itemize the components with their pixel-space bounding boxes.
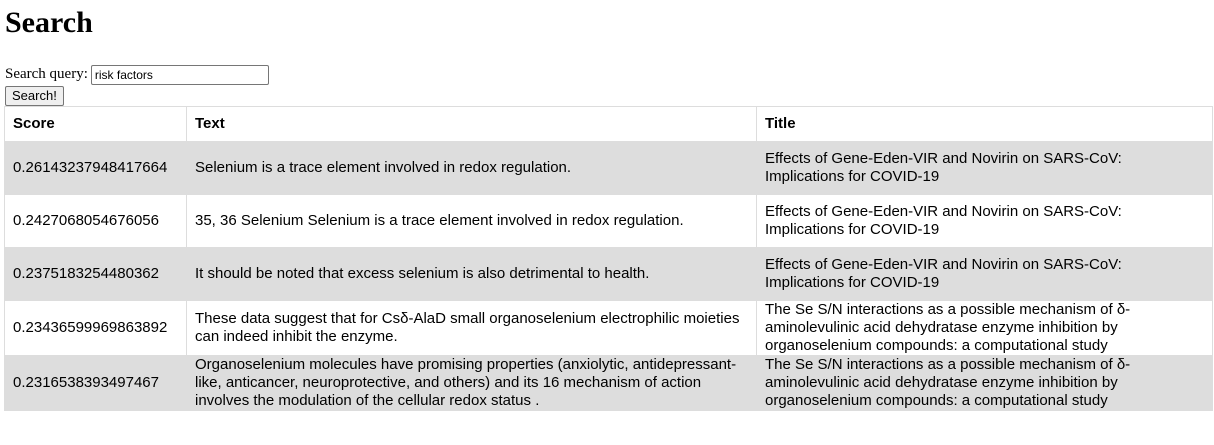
cell-score: 0.26143237948417664 bbox=[4, 141, 187, 195]
table-header-row: Score Text Title bbox=[4, 106, 1213, 142]
search-button[interactable]: Search! bbox=[5, 86, 64, 106]
header-score: Score bbox=[4, 106, 187, 142]
search-query-label: Search query: bbox=[5, 66, 88, 82]
cell-score: 0.2316538393497467 bbox=[4, 355, 187, 411]
cell-text: Selenium is a trace element involved in … bbox=[186, 141, 757, 195]
cell-text: These data suggest that for Csδ-AlaD sma… bbox=[186, 300, 757, 356]
cell-title: Effects of Gene-Eden-VIR and Novirin on … bbox=[756, 141, 1213, 195]
table-row: 0.23436599969863892 These data suggest t… bbox=[4, 300, 1213, 356]
cell-text: Organoselenium molecules have promising … bbox=[186, 355, 757, 411]
table-row: 0.2375183254480362 It should be noted th… bbox=[4, 247, 1213, 301]
header-title: Title bbox=[756, 106, 1213, 142]
results-table: Score Text Title 0.26143237948417664 Sel… bbox=[4, 106, 1213, 411]
header-text: Text bbox=[186, 106, 757, 142]
cell-title: Effects of Gene-Eden-VIR and Novirin on … bbox=[756, 194, 1213, 248]
cell-text: 35, 36 Selenium Selenium is a trace elem… bbox=[186, 194, 757, 248]
table-row: 0.2316538393497467 Organoselenium molecu… bbox=[4, 355, 1213, 411]
cell-text: It should be noted that excess selenium … bbox=[186, 247, 757, 301]
cell-score: 0.23436599969863892 bbox=[4, 300, 187, 356]
search-input[interactable] bbox=[90, 64, 269, 85]
cell-score: 0.2427068054676056 bbox=[4, 194, 187, 248]
cell-title: Effects of Gene-Eden-VIR and Novirin on … bbox=[756, 247, 1213, 301]
page-title: Search bbox=[5, 6, 93, 39]
search-form: Search query: bbox=[5, 64, 269, 85]
cell-title: The Se S/N interactions as a possible me… bbox=[756, 355, 1213, 411]
cell-title: The Se S/N interactions as a possible me… bbox=[756, 300, 1213, 356]
cell-score: 0.2375183254480362 bbox=[4, 247, 187, 301]
table-row: 0.26143237948417664 Selenium is a trace … bbox=[4, 141, 1213, 195]
table-row: 0.2427068054676056 35, 36 Selenium Selen… bbox=[4, 194, 1213, 248]
